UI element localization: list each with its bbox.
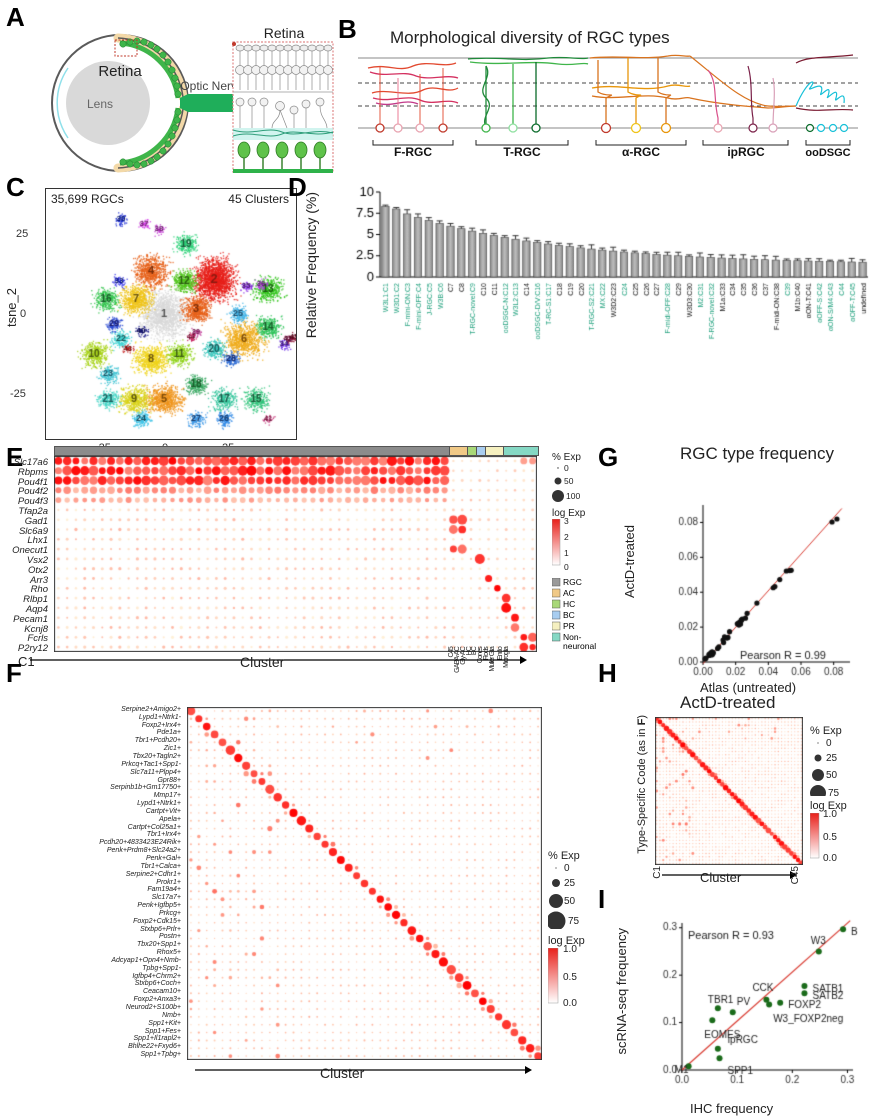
svg-text:RGC: RGC — [563, 578, 582, 587]
svg-text:50: 50 — [826, 770, 838, 781]
svg-text:neuronal: neuronal — [563, 641, 596, 651]
svg-text:Retina: Retina — [98, 63, 142, 80]
svg-text:25: 25 — [564, 878, 576, 889]
svg-text:ooDSGC: ooDSGC — [805, 147, 850, 159]
svg-text:50: 50 — [564, 896, 576, 907]
svg-text:100: 100 — [566, 491, 580, 501]
svg-text:50: 50 — [564, 476, 574, 486]
svg-text:PR: PR — [563, 621, 575, 631]
svg-text:T-RGC: T-RGC — [503, 145, 541, 159]
svg-text:BC: BC — [563, 610, 575, 620]
svg-text:AC: AC — [563, 588, 575, 598]
svg-text:α-RGC: α-RGC — [622, 145, 660, 159]
svg-text:HC: HC — [563, 599, 575, 609]
svg-text:Retina: Retina — [264, 28, 305, 41]
svg-text:75: 75 — [828, 788, 840, 796]
svg-text:Lens: Lens — [87, 97, 113, 111]
svg-text:ipRGC: ipRGC — [727, 145, 765, 159]
svg-text:25: 25 — [826, 753, 838, 764]
svg-text:0: 0 — [564, 863, 570, 874]
svg-text:F-RGC: F-RGC — [394, 145, 432, 159]
svg-text:0: 0 — [826, 738, 832, 749]
svg-text:0: 0 — [564, 464, 569, 473]
svg-text:75: 75 — [568, 916, 580, 927]
